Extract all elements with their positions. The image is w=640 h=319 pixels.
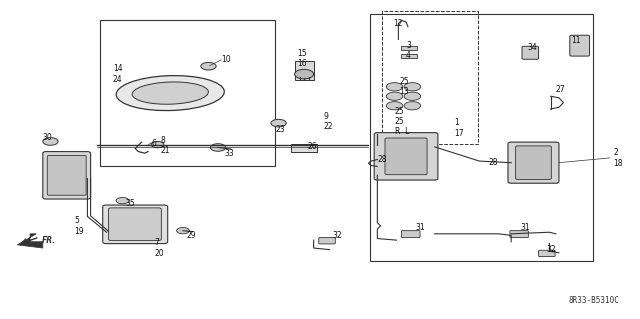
Circle shape (151, 141, 164, 148)
FancyBboxPatch shape (401, 231, 420, 238)
Circle shape (43, 138, 58, 145)
Text: 7
20: 7 20 (154, 238, 164, 258)
Text: 34: 34 (527, 43, 537, 52)
FancyBboxPatch shape (510, 231, 529, 238)
Text: 23: 23 (275, 125, 285, 134)
FancyBboxPatch shape (539, 250, 555, 256)
Text: 31: 31 (521, 223, 531, 232)
Text: 6: 6 (151, 139, 156, 148)
FancyBboxPatch shape (516, 146, 551, 179)
Circle shape (404, 92, 420, 100)
Text: 5
19: 5 19 (75, 216, 84, 236)
Text: 30: 30 (43, 133, 52, 142)
Text: 10: 10 (221, 56, 231, 64)
FancyBboxPatch shape (43, 152, 91, 199)
Text: 26: 26 (307, 142, 317, 151)
Polygon shape (17, 234, 43, 248)
Circle shape (294, 69, 314, 79)
Circle shape (387, 102, 403, 110)
Text: 33: 33 (225, 149, 234, 158)
Text: 2
18: 2 18 (613, 148, 623, 167)
Text: 1
17: 1 17 (454, 118, 463, 137)
Bar (291, 144, 317, 152)
FancyBboxPatch shape (374, 133, 438, 180)
Circle shape (387, 83, 403, 91)
Text: FR.: FR. (42, 236, 56, 245)
Text: 12: 12 (394, 19, 403, 28)
Text: 29: 29 (186, 231, 196, 240)
Circle shape (404, 83, 420, 91)
Text: 11: 11 (572, 36, 581, 45)
Bar (401, 54, 417, 58)
Text: 3
4: 3 4 (406, 41, 411, 60)
Circle shape (271, 119, 286, 127)
Text: 32: 32 (546, 245, 556, 254)
Bar (383, 11, 478, 144)
Text: 31: 31 (415, 223, 425, 232)
Ellipse shape (132, 82, 209, 104)
Text: 8R33-B5310C: 8R33-B5310C (568, 296, 620, 305)
Bar (401, 46, 417, 50)
Text: 27: 27 (556, 85, 565, 94)
Circle shape (177, 227, 189, 234)
FancyBboxPatch shape (508, 142, 559, 183)
Bar (370, 14, 593, 261)
Circle shape (211, 144, 226, 151)
FancyBboxPatch shape (385, 138, 427, 175)
Text: 15
16: 15 16 (298, 48, 307, 68)
FancyBboxPatch shape (570, 35, 589, 56)
Text: 35: 35 (125, 199, 136, 208)
FancyBboxPatch shape (108, 208, 161, 241)
Text: 28: 28 (489, 158, 499, 167)
Circle shape (404, 102, 420, 110)
Circle shape (201, 63, 216, 70)
FancyBboxPatch shape (319, 238, 335, 244)
FancyBboxPatch shape (522, 46, 539, 59)
Text: 28: 28 (378, 155, 387, 164)
Ellipse shape (116, 76, 224, 111)
Text: 8
21: 8 21 (161, 136, 170, 155)
Bar (100, 20, 275, 166)
Text: 9
22: 9 22 (323, 112, 333, 131)
Text: 14
24: 14 24 (113, 64, 122, 84)
Text: 25
13: 25 13 (399, 77, 409, 96)
Circle shape (116, 197, 129, 204)
Text: 32: 32 (333, 231, 342, 240)
FancyBboxPatch shape (47, 155, 86, 195)
Text: 25
25
R  L: 25 25 R L (394, 107, 409, 137)
Bar (294, 62, 314, 80)
Circle shape (387, 92, 403, 100)
FancyBboxPatch shape (102, 205, 168, 244)
